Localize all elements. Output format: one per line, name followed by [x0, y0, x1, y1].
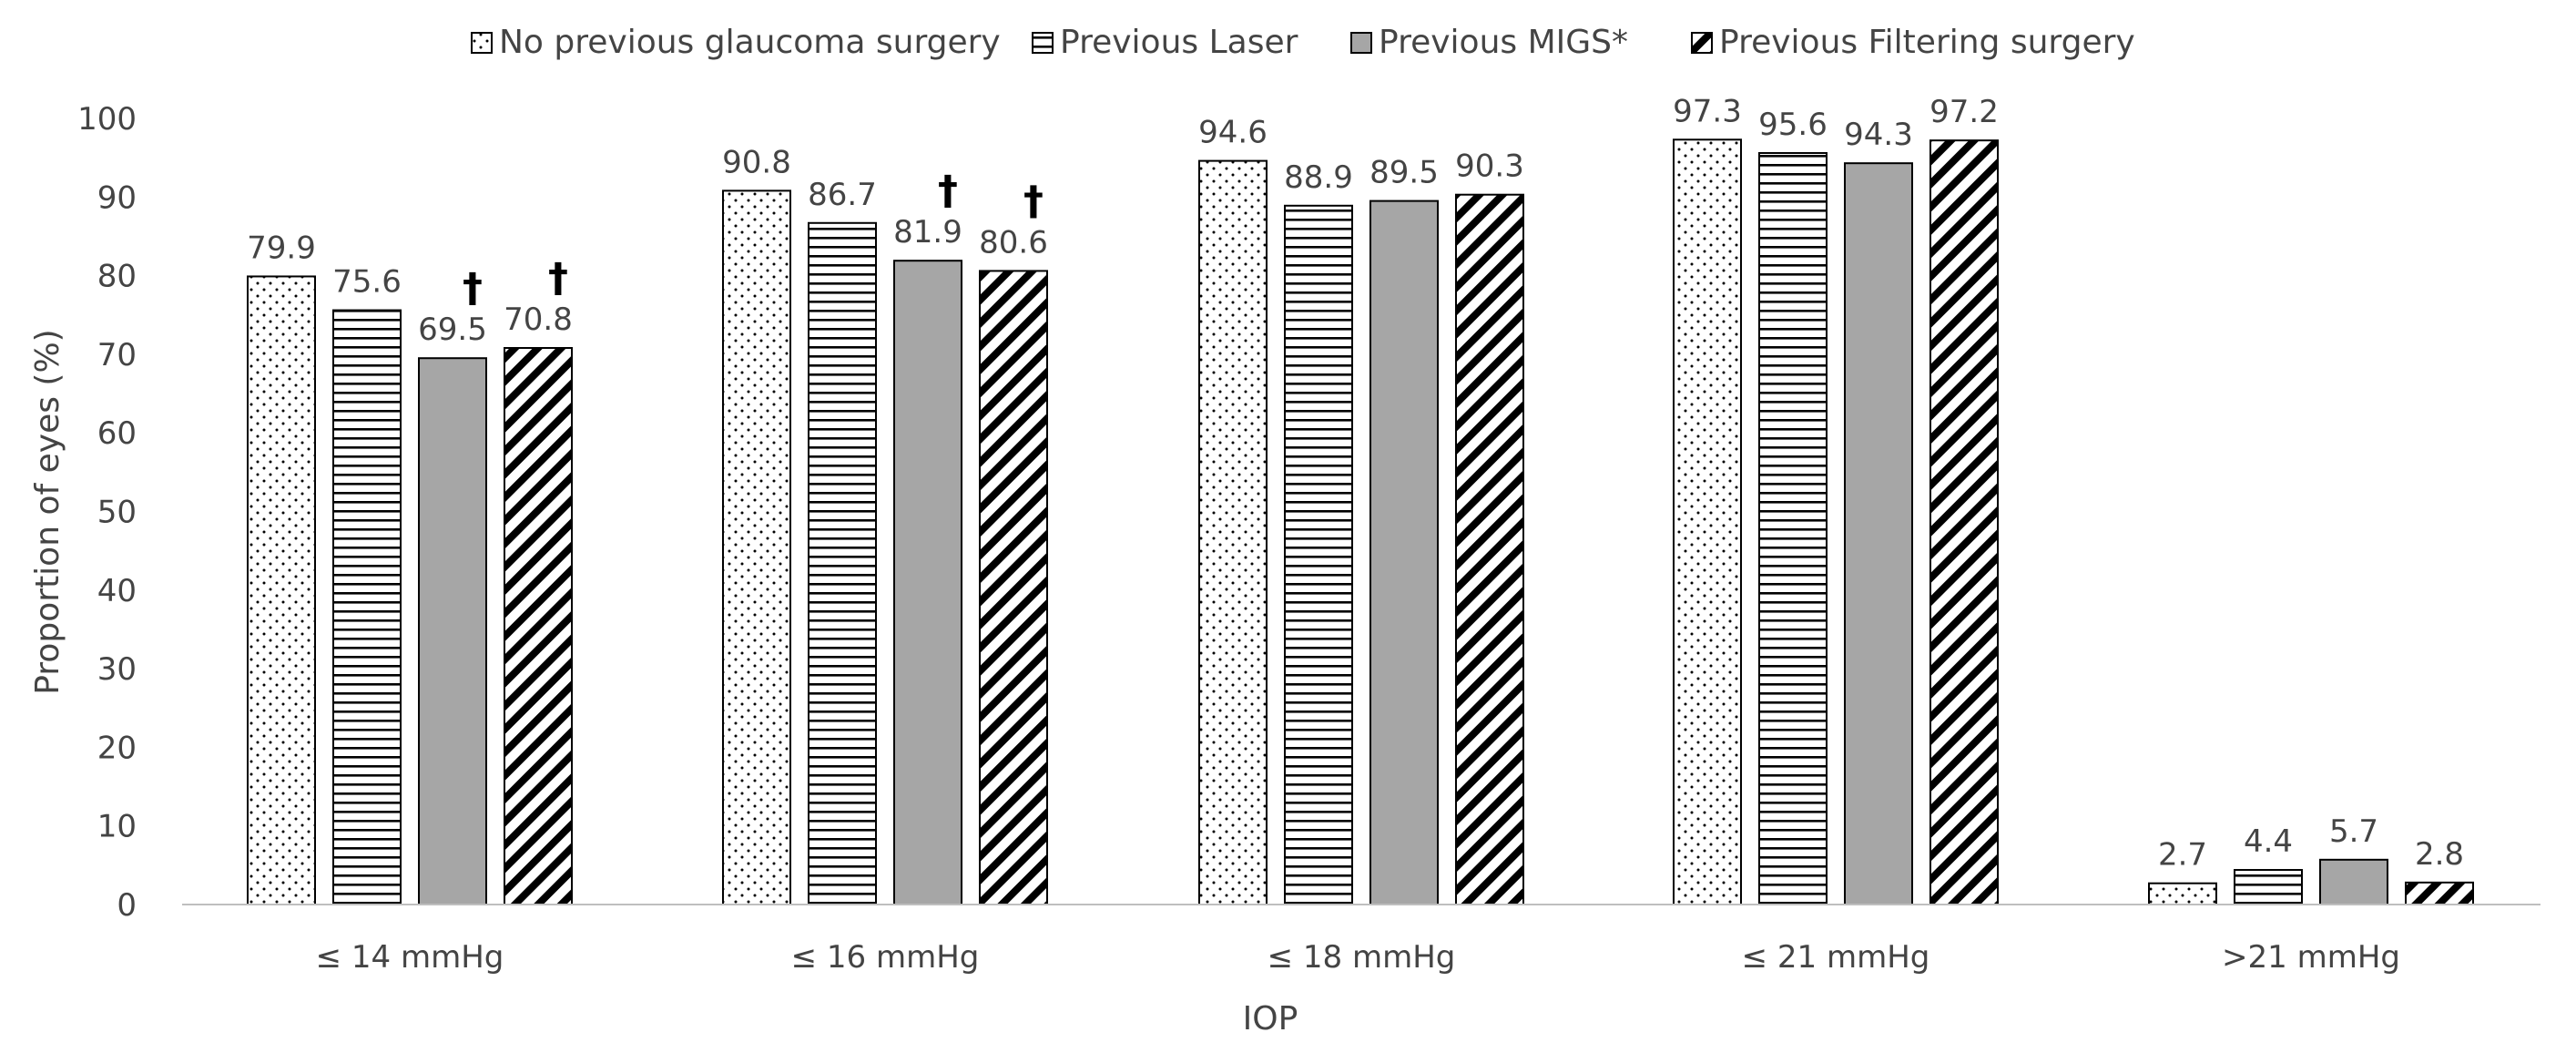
- significance-marker: †: [548, 255, 568, 302]
- legend-label-no-previous: No previous glaucoma surgery: [499, 24, 1001, 61]
- bar: [1673, 138, 1742, 905]
- bar: [1284, 204, 1353, 905]
- legend-label-previous-filtering: Previous Filtering surgery: [1719, 24, 2135, 61]
- data-label: 94.6: [1198, 115, 1268, 151]
- data-label: 88.9: [1284, 159, 1353, 196]
- data-label: 4.4: [2244, 823, 2293, 860]
- bar: [1198, 159, 1268, 906]
- x-category-label: >21 mmHg: [2222, 939, 2400, 976]
- y-tick-label: 80: [97, 259, 137, 295]
- y-tick-label: 50: [97, 495, 137, 531]
- y-tick-label: 0: [117, 887, 137, 924]
- bar: [418, 357, 487, 905]
- bar: [722, 189, 791, 905]
- legend-label-previous-laser: Previous Laser: [1060, 24, 1298, 61]
- data-label: 2.8: [2415, 836, 2464, 873]
- legend-swatch-previous-migs: [1350, 32, 1372, 54]
- data-label: 75.6: [332, 264, 402, 301]
- bar: [504, 346, 573, 906]
- bar: [893, 260, 962, 905]
- data-label: 97.2: [1929, 94, 1999, 130]
- data-label: 94.3: [1844, 117, 1913, 153]
- bar: [1455, 193, 1524, 905]
- bar: [2405, 881, 2474, 905]
- legend-swatch-previous-filtering: [1691, 32, 1713, 54]
- bar: [332, 309, 402, 905]
- bar: [1929, 139, 1999, 905]
- data-label: 2.7: [2158, 837, 2207, 874]
- bar: [2319, 858, 2388, 906]
- y-tick-label: 60: [97, 415, 137, 452]
- data-label: 81.9: [893, 214, 962, 250]
- y-tick-label: 70: [97, 337, 137, 373]
- bars: [247, 138, 2474, 906]
- x-category-label: ≤ 14 mmHg: [316, 939, 504, 976]
- data-label: 69.5: [418, 312, 487, 348]
- data-label: 70.8: [504, 302, 573, 338]
- legend: No previous glaucoma surgery Previous La…: [471, 24, 2135, 61]
- significance-markers: † † † †: [463, 168, 1044, 312]
- y-axis-ticks: 0 10 20 30 40 50 60 70 80 90 100: [77, 101, 137, 924]
- x-axis-title: IOP: [1243, 1000, 1298, 1038]
- bar: [247, 275, 316, 905]
- significance-marker: †: [1023, 178, 1044, 224]
- bar: [1844, 162, 1913, 906]
- legend-swatch-no-previous: [471, 32, 493, 54]
- data-label: 90.3: [1455, 148, 1524, 185]
- y-axis-title: Proportion of eyes (%): [29, 329, 66, 694]
- data-label: 95.6: [1758, 107, 1828, 143]
- data-label: 5.7: [2329, 813, 2378, 850]
- significance-marker: †: [463, 265, 483, 312]
- bar: [1758, 151, 1828, 906]
- data-label: 86.7: [808, 177, 877, 213]
- bar: [2234, 869, 2303, 906]
- data-label: 89.5: [1369, 155, 1439, 191]
- x-category-label: ≤ 21 mmHg: [1742, 939, 1930, 976]
- bar: [2148, 882, 2217, 905]
- legend-item-no-previous: No previous glaucoma surgery: [471, 24, 1001, 61]
- y-tick-label: 40: [97, 573, 137, 609]
- data-label: 80.6: [979, 224, 1048, 261]
- significance-marker: †: [938, 168, 958, 214]
- data-labels: 79.9 90.8 94.6 97.3 2.7 75.6 86.7 88.9 95.6 4.4 69…: [247, 93, 2464, 873]
- y-tick-label: 100: [77, 101, 137, 138]
- y-tick-label: 10: [97, 809, 137, 845]
- x-category-label: ≤ 18 mmHg: [1268, 939, 1456, 976]
- category-labels: ≤ 14 mmHg ≤ 16 mmHg ≤ 18 mmHg ≤ 21 mmHg >21 …: [316, 939, 2400, 976]
- legend-item-previous-filtering: Previous Filtering surgery: [1691, 24, 2135, 61]
- data-label: 90.8: [722, 144, 791, 180]
- bar: [979, 270, 1048, 905]
- legend-item-previous-laser: Previous Laser: [1032, 24, 1298, 61]
- x-category-label: ≤ 16 mmHg: [791, 939, 980, 976]
- bar: [1369, 199, 1439, 906]
- data-label: 97.3: [1673, 93, 1742, 129]
- y-tick-label: 20: [97, 730, 137, 766]
- legend-label-previous-migs: Previous MIGS*: [1379, 24, 1628, 61]
- legend-item-previous-migs: Previous MIGS*: [1350, 24, 1628, 61]
- bar: [808, 221, 877, 906]
- y-tick-label: 30: [97, 651, 137, 688]
- legend-swatch-previous-laser: [1032, 32, 1054, 54]
- y-tick-label: 90: [97, 179, 137, 216]
- data-label: 79.9: [247, 230, 316, 266]
